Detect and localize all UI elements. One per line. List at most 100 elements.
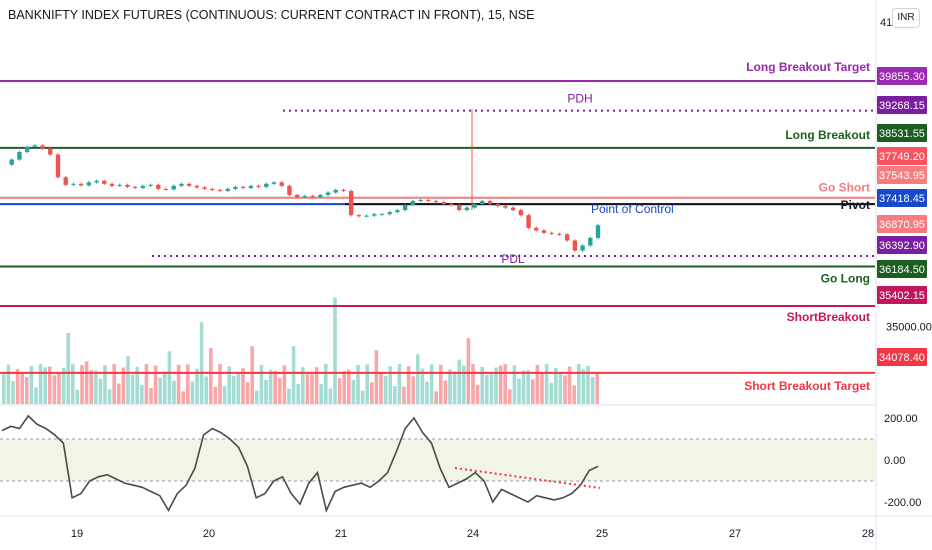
candle-body xyxy=(156,184,161,189)
volume-bar xyxy=(328,388,333,404)
volume-bar xyxy=(420,368,425,404)
price-tag-bg xyxy=(877,189,927,207)
candle-body xyxy=(410,201,416,206)
candle-body xyxy=(449,204,454,206)
level-label-go-long: Go Long xyxy=(821,271,870,285)
oscillator-line xyxy=(1,414,599,513)
currency-button[interactable]: INR xyxy=(892,8,920,28)
candle-body xyxy=(248,185,254,188)
volume-bar xyxy=(130,374,135,404)
volume-bar xyxy=(595,371,599,404)
candle-body xyxy=(588,237,593,246)
oscillator-tick-label: 0.00 xyxy=(884,455,905,467)
candle-body xyxy=(117,184,122,186)
volume-bar xyxy=(457,359,461,404)
price-tag-bg xyxy=(877,147,927,165)
volume-bar xyxy=(319,384,323,404)
chart-title: BANKNIFTY INDEX FUTURES (CONTINUOUS: CUR… xyxy=(8,8,535,22)
candle-body xyxy=(287,185,292,195)
volume-bar xyxy=(397,364,402,404)
candle-body xyxy=(163,188,169,190)
level-label-short-breakout-target: Short Breakout Target xyxy=(744,379,870,393)
volume-bar xyxy=(517,378,521,404)
volume-bar xyxy=(209,348,213,404)
candle-body xyxy=(225,188,230,191)
candle-body xyxy=(418,200,423,202)
level-label-long-breakout: Long Breakout xyxy=(785,128,870,142)
candle-body xyxy=(541,230,547,233)
volume-bar xyxy=(475,384,480,404)
candle-body xyxy=(125,184,130,187)
candle-body xyxy=(564,234,570,241)
volume-bar xyxy=(98,378,103,404)
volume-bar xyxy=(158,377,162,404)
volume-bar xyxy=(103,365,107,404)
oscillator-tick-label: -200.00 xyxy=(884,497,921,509)
volume-bar xyxy=(268,369,273,404)
volume-bar xyxy=(89,370,93,404)
volume-bar xyxy=(577,364,581,404)
candle-body xyxy=(17,152,22,160)
price-tag-bg xyxy=(877,124,927,142)
time-tick-label: 19 xyxy=(71,528,83,540)
volume-bar xyxy=(195,368,199,404)
price-tag-label: 37418.45 xyxy=(879,193,925,205)
volume-bar xyxy=(135,366,139,404)
volume-bar xyxy=(71,364,75,404)
level-label-long-breakout-target: Long Breakout Target xyxy=(746,60,870,74)
volume-bar xyxy=(452,371,457,404)
candle-body xyxy=(48,148,53,155)
volume-bar xyxy=(549,382,553,404)
volume-bar xyxy=(232,375,236,404)
candle-body xyxy=(387,212,392,215)
candle-body xyxy=(302,195,308,197)
price-tag-bg xyxy=(877,166,927,184)
price-tag-bg xyxy=(877,67,927,85)
volume-bar xyxy=(121,367,126,404)
volume-bar xyxy=(563,375,567,404)
volume-bar xyxy=(245,382,250,404)
candle-body xyxy=(24,146,30,153)
volume-bar xyxy=(38,364,43,404)
volume-bar xyxy=(494,367,498,404)
volume-bar xyxy=(393,386,397,404)
volume-bar xyxy=(503,364,507,404)
volume-bar xyxy=(107,389,112,404)
volume-bar xyxy=(301,367,305,404)
oscillator-tick-label: 200.00 xyxy=(884,413,918,425)
candle-body xyxy=(78,183,84,186)
candle-body xyxy=(109,183,115,186)
volume-bar xyxy=(140,384,144,404)
candle-body xyxy=(595,225,601,238)
candle-body xyxy=(348,190,354,216)
price-tag-bg xyxy=(877,348,927,366)
candle-body xyxy=(395,210,400,213)
volume-bar xyxy=(66,332,70,404)
volume-bar xyxy=(485,374,489,404)
candle-body xyxy=(487,201,493,205)
candle-body xyxy=(271,182,277,184)
candle-body xyxy=(63,177,68,185)
volume-bar xyxy=(25,377,29,404)
candle-body xyxy=(441,202,446,205)
candle-body xyxy=(210,188,215,190)
candle-body xyxy=(264,183,269,187)
volume-bar xyxy=(388,366,392,404)
volume-bar xyxy=(273,370,277,404)
candle-body xyxy=(55,154,61,178)
candle-body xyxy=(480,201,485,205)
candle-body xyxy=(318,194,323,197)
volume-bar xyxy=(558,373,563,404)
top-price-label: 41 xyxy=(880,17,892,29)
volume-bar xyxy=(498,365,503,404)
candle-body xyxy=(9,159,14,165)
volume-bar xyxy=(176,364,181,404)
volume-bar xyxy=(567,366,572,404)
volume-bar xyxy=(544,364,549,404)
volume-bar xyxy=(581,369,586,404)
price-tag-bg xyxy=(877,236,927,254)
volume-bar xyxy=(466,338,471,404)
volume-bar xyxy=(250,346,254,404)
time-tick-label: 24 xyxy=(467,528,479,540)
level-label-shortbreakout: ShortBreakout xyxy=(787,310,870,324)
